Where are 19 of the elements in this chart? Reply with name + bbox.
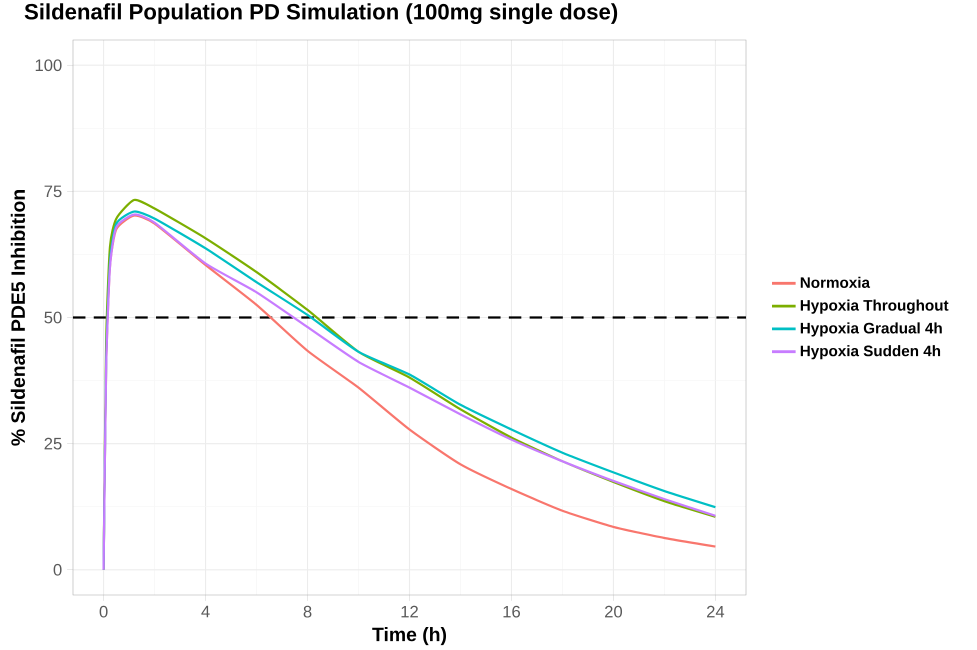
y-tick-label: 100 [36,59,62,72]
x-tick-label: 24 [707,606,724,618]
x-tick-label: 0 [100,606,108,618]
x-tick-label: 16 [504,606,520,618]
legend-label: Normoxia [800,276,870,288]
x-tick-label: 8 [304,606,312,618]
y-tick-label: 75 [44,186,62,198]
x-axis-title: Time (h) [372,627,446,646]
legend-label: Hypoxia Sudden 4h [800,345,940,360]
y-tick-label: 25 [44,438,62,450]
y-tick-label: 50 [44,312,62,324]
x-tick-label: 20 [605,606,622,618]
chart-title: Sildenafil Population PD Simulation (100mg single dose) [24,3,618,24]
y-axis-title: % Sildenafil PDE5 Inhibition [10,190,26,446]
legend-label: Hypoxia Throughout [800,300,948,314]
legend-label: Hypoxia Gradual 4h [800,322,942,337]
y-tick-label: 0 [54,564,62,576]
x-tick-label: 4 [201,606,210,618]
x-tick-label: 12 [402,606,418,618]
